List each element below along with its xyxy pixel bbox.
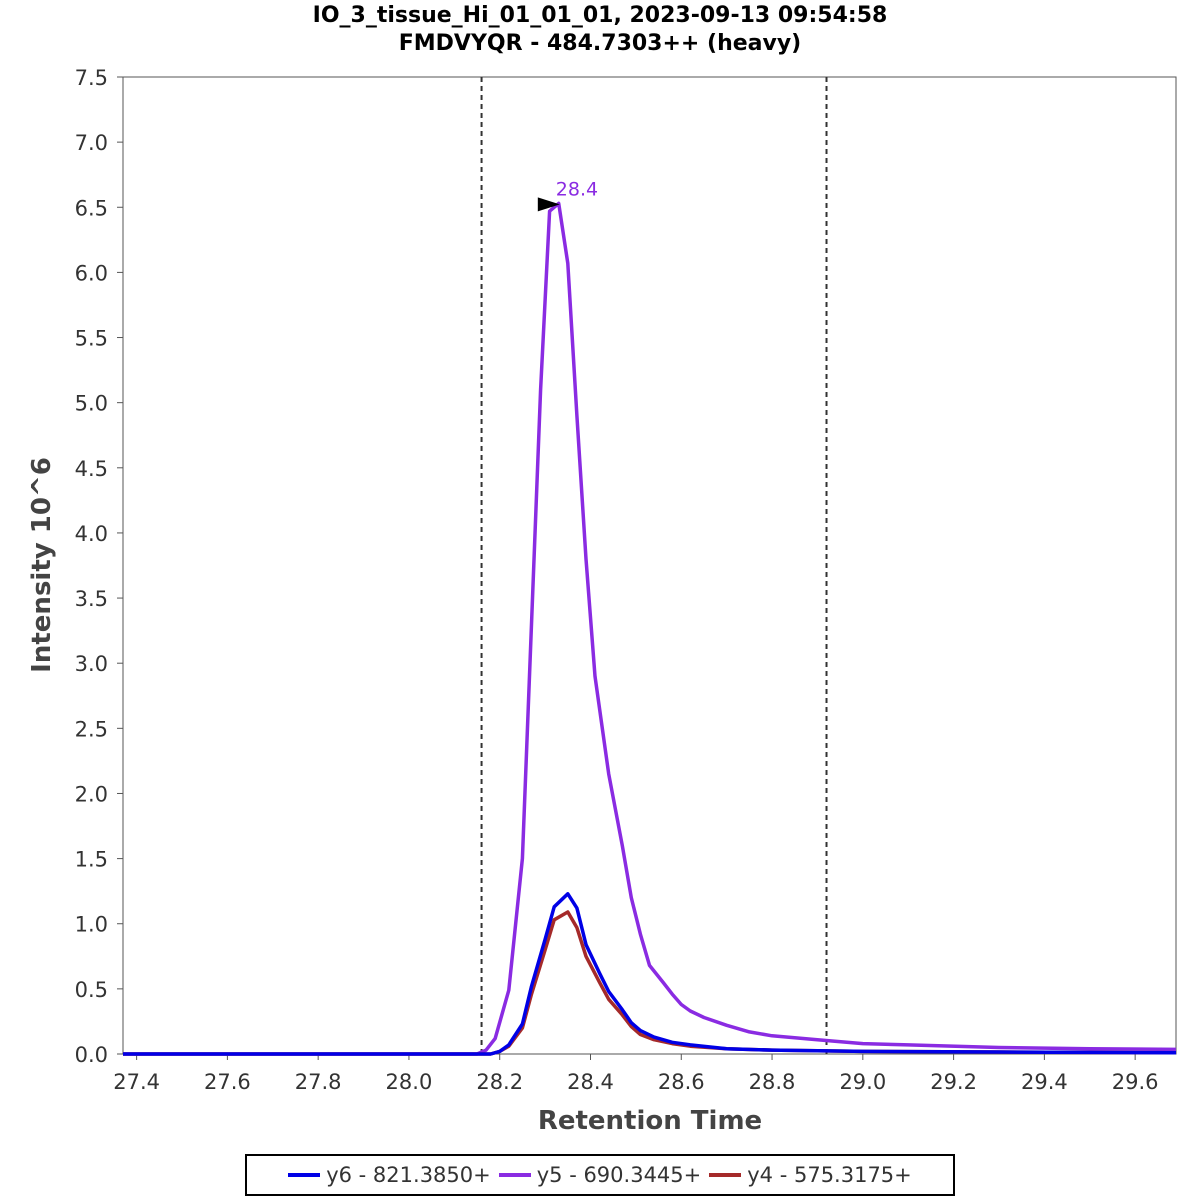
y-tick-label: 4.0 (75, 522, 108, 546)
legend-swatch-y4 (709, 1173, 742, 1177)
legend-item-y4: y4 - 575.3175+ (709, 1163, 912, 1187)
x-axis-label: Retention Time (538, 1106, 762, 1136)
chart-title: IO_3_tissue_Hi_01_01_01, 2023-09-13 09:5… (312, 3, 888, 28)
legend-item-y6: y6 - 821.3850+ (288, 1163, 491, 1187)
x-tick-label: 29.2 (930, 1070, 977, 1094)
y-tick-label: 3.0 (75, 652, 108, 676)
y-tick-label: 1.0 (75, 913, 108, 937)
x-tick-label: 28.2 (476, 1070, 523, 1094)
legend-label-y4: y4 - 575.3175+ (747, 1163, 912, 1187)
y-tick-label: 4.5 (75, 457, 108, 481)
y-tick-label: 2.0 (75, 782, 108, 806)
plot-frame (122, 76, 1177, 1055)
y-tick-label: 0.0 (75, 1043, 108, 1067)
legend-label-y5: y5 - 690.3445+ (536, 1163, 702, 1187)
legend-item-y5: y5 - 690.3445+ (498, 1163, 702, 1187)
x-tick-label: 29.6 (1112, 1070, 1159, 1094)
y-tick-label: 1.5 (75, 848, 108, 872)
x-tick-label: 28.6 (658, 1070, 705, 1094)
x-tick-label: 27.4 (113, 1070, 160, 1094)
x-tick-label: 29.4 (1021, 1070, 1068, 1094)
x-tick-label: 27.6 (204, 1070, 251, 1094)
x-tick-label: 27.8 (295, 1070, 342, 1094)
series-line-y5 (123, 201, 1177, 1056)
x-tick-label: 28.4 (567, 1070, 614, 1094)
y-tick-label: 3.5 (75, 587, 108, 611)
chart-subtitle: FMDVYQR - 484.7303++ (heavy) (398, 31, 802, 56)
y-tick-label: 2.5 (75, 717, 108, 741)
y-tick-label: 6.5 (75, 196, 108, 220)
x-tick-label: 29.0 (839, 1070, 886, 1094)
y-tick-label: 6.0 (75, 261, 108, 285)
peak-marker-icon (537, 197, 560, 212)
y-tick-label: 0.5 (75, 978, 108, 1002)
legend-label-y6: y6 - 821.3850+ (326, 1163, 491, 1187)
legend: y6 - 821.3850+ y5 - 690.3445+ y4 - 575.3… (245, 1154, 955, 1196)
y-tick-label: 5.5 (75, 327, 108, 351)
y-axis-label: Intensity 10^6 (27, 457, 57, 673)
y-tick-label: 5.0 (75, 392, 108, 416)
series-line-y6 (123, 892, 1177, 1056)
legend-swatch-y6 (288, 1173, 321, 1177)
x-tick-label: 28.0 (386, 1070, 433, 1094)
x-tick-label: 28.8 (749, 1070, 796, 1094)
legend-swatch-y5 (498, 1173, 531, 1177)
y-tick-label: 7.5 (75, 66, 108, 90)
peak-label: 28.4 (556, 178, 598, 200)
y-tick-label: 7.0 (75, 131, 108, 155)
